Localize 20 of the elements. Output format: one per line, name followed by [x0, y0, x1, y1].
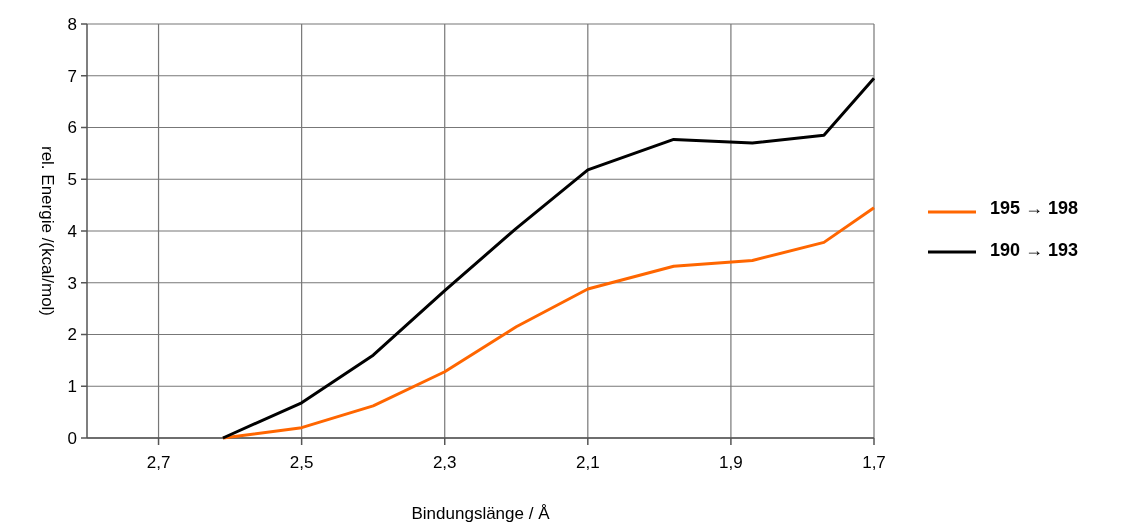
x-tick-label: 1,9: [719, 453, 743, 472]
x-tick-label: 1,7: [862, 453, 886, 472]
y-tick-label: 5: [67, 170, 77, 190]
x-axis-title: Bindungslänge / Å: [411, 504, 551, 523]
y-tick-label: 2: [67, 325, 77, 345]
legend-label: 195 → 198: [990, 198, 1079, 219]
x-tick-label: 2,1: [576, 453, 600, 472]
y-tick-label: 1: [67, 377, 77, 397]
y-tick-label: 7: [67, 66, 77, 86]
line-series: [221, 76, 876, 440]
y-tick-label: 8: [67, 14, 77, 34]
legend-label: 190 → 193: [990, 240, 1079, 261]
x-tick-label: 2,7: [146, 453, 171, 472]
x-tick-label: 2,3: [432, 453, 457, 472]
y-tick-label: 4: [67, 221, 77, 241]
y-axis-title: rel. Energie /(kcal/mol): [38, 145, 57, 317]
y-tick-label: 6: [67, 118, 77, 138]
y-tick-label: 0: [67, 428, 77, 448]
y-tick-label: 3: [67, 273, 77, 293]
x-tick-label: 2,5: [289, 453, 314, 472]
